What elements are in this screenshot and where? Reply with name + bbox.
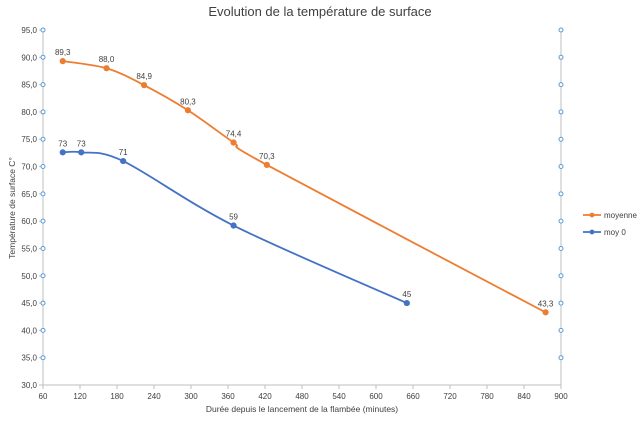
x-tick-label: 60 <box>39 392 48 401</box>
data-point-moy-0 <box>59 149 66 156</box>
secondary-axis-marker <box>558 355 564 361</box>
axis-marker <box>40 273 46 279</box>
secondary-axis-marker <box>558 82 564 88</box>
data-label-moyenne: 43,3 <box>538 299 554 308</box>
data-point-moyenne <box>230 139 237 146</box>
axis-marker <box>40 27 46 33</box>
data-label-moy-0: 73 <box>77 139 86 148</box>
data-label-moyenne: 74,4 <box>226 130 242 139</box>
y-axis-title: Température de surface C° <box>7 157 17 259</box>
secondary-axis-marker <box>558 191 564 197</box>
x-tick-label: 540 <box>332 392 346 401</box>
secondary-axis-marker <box>558 245 564 251</box>
secondary-axis-marker <box>558 109 564 115</box>
y-tick-label: 55,0 <box>21 244 37 253</box>
y-tick-label: 85,0 <box>21 81 37 90</box>
series-group: 89,3 88,0 84,9 80,3 74,4 70,3 43,3 73 73 71 59 45 <box>55 48 554 316</box>
x-tick-label: 240 <box>147 392 161 401</box>
legend-label-moyenne: moyenne <box>604 211 637 220</box>
x-tick-label: 120 <box>73 392 87 401</box>
y-tick-label: 70,0 <box>21 163 37 172</box>
axis-marker <box>40 164 46 170</box>
data-point-moy-0 <box>120 157 127 165</box>
x-tick-label: 780 <box>480 392 494 401</box>
secondary-axis-marker <box>558 300 564 306</box>
y-tick-label: 90,0 <box>21 53 37 62</box>
y-tick-label: 60,0 <box>21 217 37 226</box>
secondary-axis-marker <box>558 327 564 333</box>
secondary-axis-marker <box>558 273 564 279</box>
data-point-moyenne <box>141 82 148 89</box>
axis-marker <box>40 218 46 224</box>
x-tick-label: 420 <box>258 392 272 401</box>
axis-marker <box>40 327 46 333</box>
axis-marker <box>40 245 46 251</box>
x-axis-title: Durée depuis le lancement de la flambée … <box>206 404 398 414</box>
y-tick-label: 95,0 <box>21 26 37 35</box>
secondary-axis-marker <box>558 27 564 33</box>
data-point-moy-0 <box>230 222 237 229</box>
x-tick-label: 180 <box>110 392 124 401</box>
x-tick-label: 600 <box>369 392 383 401</box>
axes-group: 60 120 180 240 300 360 420 480 540 600 660 720 780 84… <box>21 26 568 401</box>
axis-marker <box>40 54 46 60</box>
data-label-moyenne: 80,3 <box>180 97 196 106</box>
series-line-moyenne <box>62 60 547 314</box>
data-label-moy-0: 71 <box>119 148 128 157</box>
x-tick-label: 360 <box>221 392 235 401</box>
data-point-moyenne <box>542 309 549 316</box>
y-tick-label: 75,0 <box>21 135 37 144</box>
data-label-moyenne: 88,0 <box>99 55 115 64</box>
data-label-moy-0: 59 <box>229 213 238 222</box>
y-tick-label: 45,0 <box>21 299 37 308</box>
secondary-axis-marker <box>558 218 564 224</box>
data-point-moyenne <box>263 161 270 168</box>
data-point-moy-0 <box>403 299 410 307</box>
y-tick-label: 50,0 <box>21 272 37 281</box>
secondary-axis-marker <box>558 136 564 142</box>
y-tick-label: 40,0 <box>21 326 37 335</box>
axis-marker <box>40 191 46 197</box>
data-label-moy-0: 45 <box>402 290 411 299</box>
axis-marker <box>40 82 46 88</box>
data-label-moyenne: 70,3 <box>259 152 275 161</box>
axis-marker <box>40 355 46 361</box>
chart-title: Evolution de la température de surface <box>208 4 431 19</box>
y-tick-label: 35,0 <box>21 354 37 363</box>
y-tick-label: 65,0 <box>21 190 37 199</box>
data-label-moy-0: 73 <box>58 139 67 148</box>
y-tick-label: 80,0 <box>21 108 37 117</box>
legend-label-moy-0: moy 0 <box>604 228 626 237</box>
x-tick-label: 660 <box>406 392 420 401</box>
axis-marker <box>40 300 46 306</box>
x-tick-label: 480 <box>295 392 309 401</box>
x-tick-label: 900 <box>554 392 568 401</box>
legend: moyenne moy 0 <box>583 211 637 237</box>
x-tick-label: 720 <box>443 392 457 401</box>
secondary-axis-marker <box>558 54 564 60</box>
secondary-axis-marker <box>558 164 564 170</box>
data-point-moyenne <box>103 65 110 72</box>
data-label-moyenne: 84,9 <box>136 72 152 81</box>
legend-marker-moy-0 <box>589 229 595 235</box>
x-tick-label: 840 <box>517 392 531 401</box>
data-label-moyenne: 89,3 <box>55 48 71 57</box>
axis-marker <box>40 109 46 115</box>
data-point-moyenne <box>184 107 192 114</box>
data-point-moyenne <box>59 58 66 65</box>
axis-marker <box>40 136 46 142</box>
legend-marker-moyenne <box>589 212 595 218</box>
data-point-moy-0 <box>78 149 85 156</box>
y-tick-label: 30,0 <box>21 381 37 390</box>
x-tick-label: 300 <box>184 392 198 401</box>
